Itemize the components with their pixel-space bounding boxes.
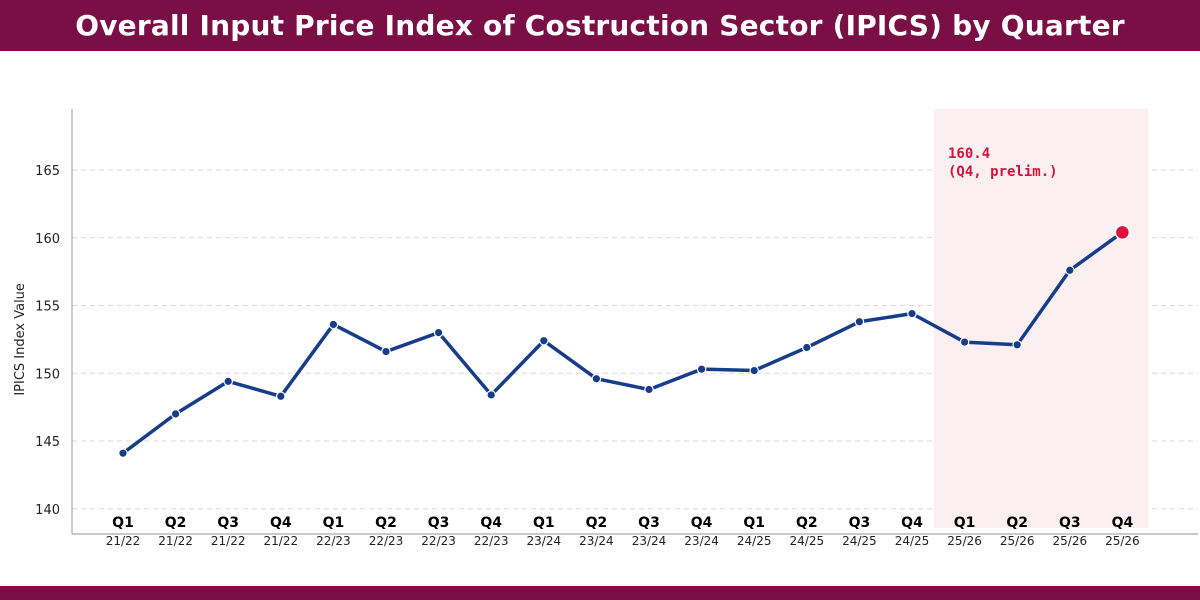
y-tick-labels: 140 145 150 155 160 165	[35, 164, 60, 518]
data-point	[486, 390, 496, 400]
x-tick-year: 23/24	[579, 534, 614, 548]
x-tick-quarter: Q1	[323, 515, 345, 531]
x-tick-year: 23/24	[684, 534, 719, 548]
x-tick-quarter: Q3	[1059, 515, 1081, 531]
x-tick-quarter: Q3	[638, 515, 660, 531]
annotation-layer: 160.4 (Q4, prelim.)	[948, 146, 1058, 180]
footer-bar	[0, 586, 1200, 600]
annotation-value: 160.4	[948, 146, 990, 162]
data-point	[644, 384, 654, 395]
data-point	[275, 391, 286, 402]
highlight-band	[933, 109, 1149, 528]
y-tick-label: 145	[35, 435, 60, 450]
chart-title: Overall Input Price Index of Costruction…	[0, 0, 1200, 51]
data-point	[696, 364, 707, 374]
data-point	[801, 342, 812, 353]
x-tick-labels: Q1 21/22 Q2 21/22 Q3 21/22 Q4 21/22 Q1 22/23 Q2 22/…	[106, 515, 1140, 548]
x-tick-year: 24/25	[895, 534, 930, 548]
x-tick-quarter: Q3	[428, 515, 450, 531]
data-point	[328, 319, 339, 330]
x-tick-year: 21/22	[106, 534, 141, 548]
axes	[71, 109, 1198, 535]
x-tick-quarter: Q3	[217, 515, 239, 531]
highlight-band-layer	[933, 109, 1149, 528]
x-tick-year: 23/24	[632, 534, 667, 548]
y-tick-label: 150	[35, 367, 60, 382]
x-tick-year: 25/26	[1000, 534, 1035, 548]
x-tick-year: 22/23	[421, 534, 456, 548]
x-tick-year: 25/26	[947, 534, 982, 548]
x-tick-year: 22/23	[474, 534, 509, 548]
data-point	[538, 335, 549, 346]
x-tick-quarter: Q2	[1006, 515, 1028, 531]
data-point	[1065, 265, 1075, 276]
x-tick-year: 21/22	[264, 534, 299, 548]
x-tick-quarter: Q2	[796, 515, 818, 531]
annotation-note: (Q4, prelim.)	[948, 164, 1058, 180]
x-tick-quarter: Q4	[270, 515, 292, 531]
x-tick-quarter: Q2	[375, 515, 397, 531]
data-point	[223, 376, 233, 387]
series-line	[121, 230, 1125, 455]
data-point	[170, 409, 181, 419]
x-tick-quarter: Q1	[954, 515, 976, 531]
x-tick-year: 21/22	[158, 534, 193, 548]
x-tick-year: 25/26	[1053, 534, 1088, 548]
x-tick-year: 25/26	[1105, 534, 1140, 548]
data-point	[907, 308, 917, 319]
x-tick-year: 24/25	[842, 534, 877, 548]
data-point	[854, 316, 865, 327]
y-tick-label: 155	[35, 300, 60, 315]
y-tick-label: 165	[35, 164, 60, 179]
x-tick-quarter: Q1	[743, 515, 765, 531]
data-point	[591, 373, 602, 384]
x-tick-year: 22/23	[316, 534, 351, 548]
x-tick-quarter: Q2	[586, 515, 608, 531]
x-tick-year: 24/25	[737, 534, 772, 548]
data-point-highlight	[1114, 224, 1131, 241]
x-tick-year: 21/22	[211, 534, 246, 548]
data-point	[433, 327, 444, 338]
data-point	[381, 346, 391, 357]
x-tick-quarter: Q1	[112, 515, 134, 531]
data-point	[118, 448, 128, 458]
y-tick-label: 160	[35, 232, 60, 247]
data-point	[749, 365, 759, 376]
x-tick-quarter: Q4	[1112, 515, 1134, 531]
series-layer	[118, 224, 1131, 458]
x-tick-quarter: Q4	[901, 515, 923, 531]
line-chart: 140 145 150 155 160 165 Q1 21/22 Q2 21/22 Q3 21/22…	[13, 109, 1198, 548]
x-tick-quarter: Q1	[533, 515, 555, 531]
data-point	[1012, 339, 1022, 350]
x-tick-year: 23/24	[527, 534, 562, 548]
y-tick-label: 140	[35, 503, 60, 518]
x-tick-quarter: Q4	[691, 515, 713, 531]
x-tick-quarter: Q4	[480, 515, 502, 531]
data-point	[959, 337, 970, 347]
y-axis-label: IPICS Index Value	[13, 283, 28, 396]
x-tick-year: 22/23	[369, 534, 404, 548]
x-tick-quarter: Q2	[165, 515, 187, 531]
x-tick-year: 24/25	[790, 534, 825, 548]
x-tick-quarter: Q3	[849, 515, 871, 531]
